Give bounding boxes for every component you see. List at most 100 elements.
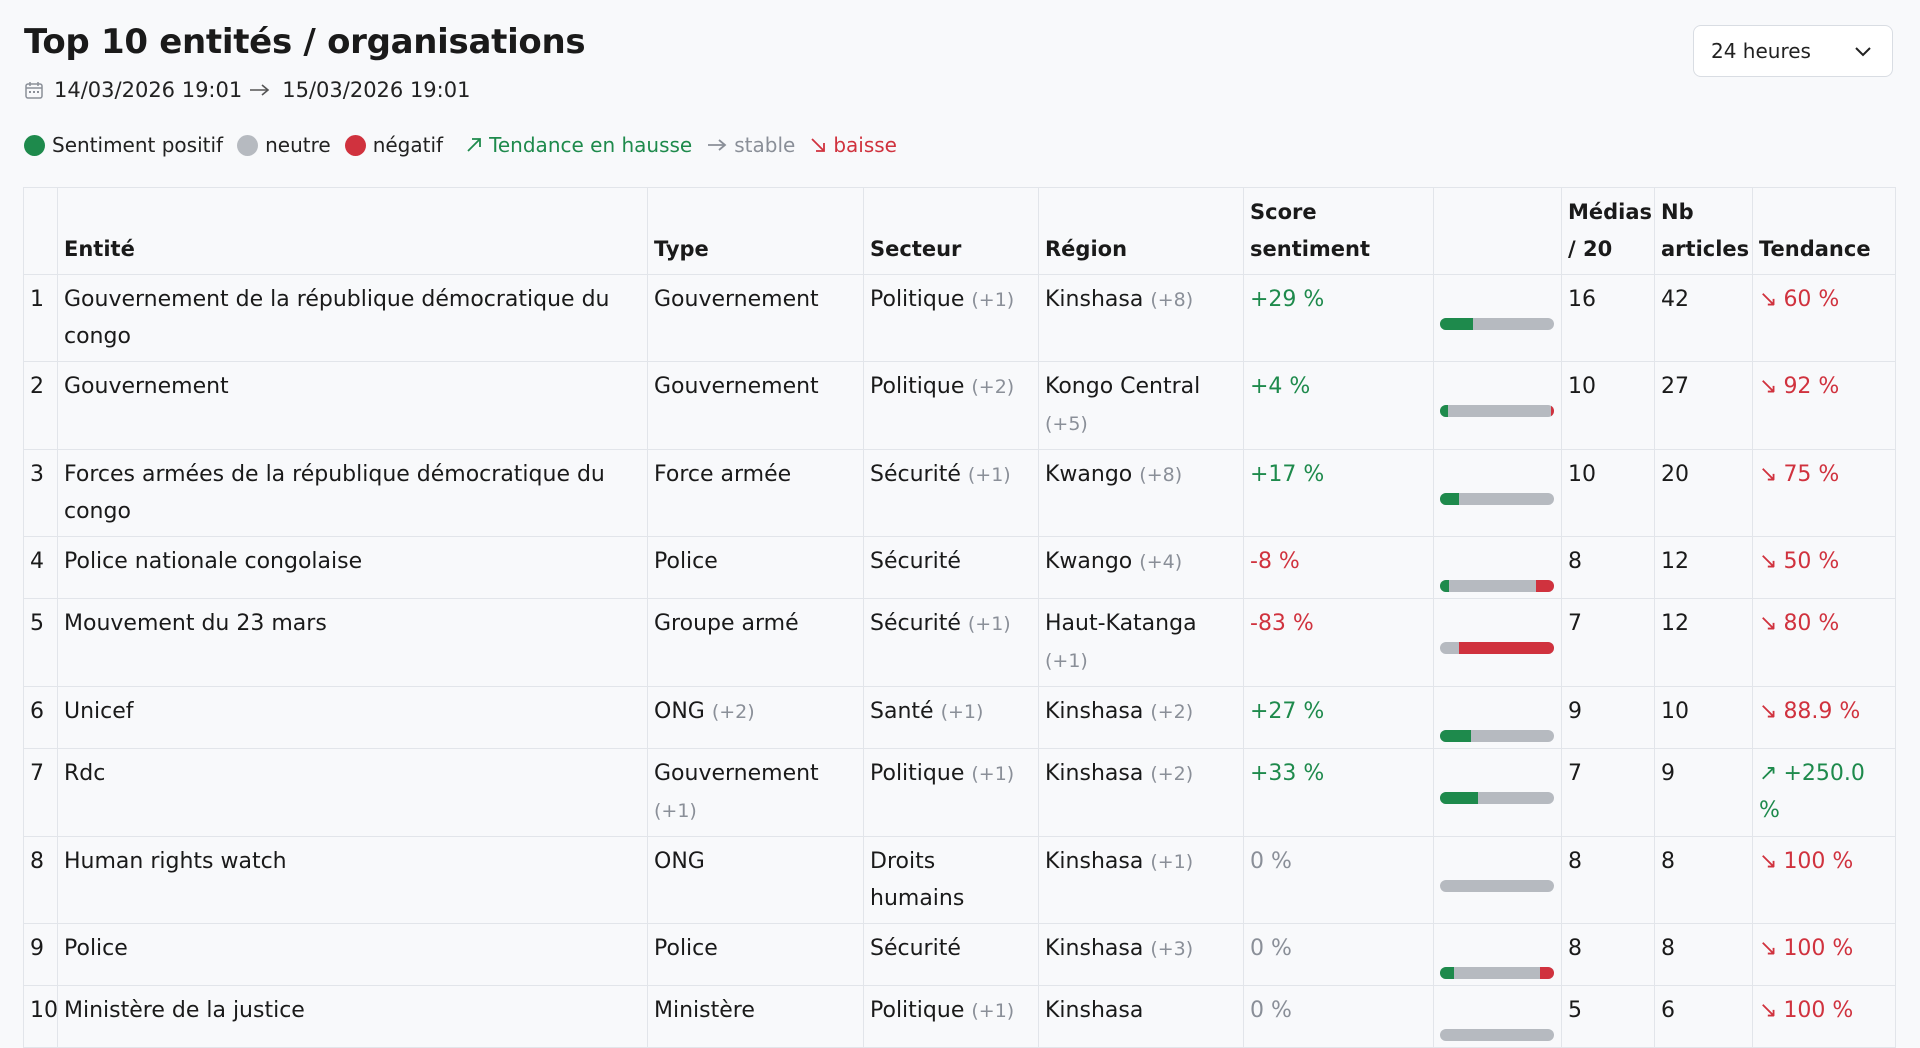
- trend-value: 80 %: [1783, 611, 1840, 636]
- type-cell: ONG: [647, 836, 864, 924]
- legend-positive: Sentiment positif: [24, 133, 223, 157]
- table-row[interactable]: 1 Gouvernement de la république démocrati…: [23, 274, 1896, 362]
- region-value: Kongo Central: [1045, 374, 1201, 399]
- trend-cell: ↘ 80 %: [1752, 598, 1896, 687]
- table-row[interactable]: 10 Ministère de la justice Ministère Politi…: [23, 985, 1896, 1048]
- sentiment-bar: [1440, 580, 1554, 592]
- trend-cell: ↘ 50 %: [1752, 536, 1896, 599]
- rank-cell: 9: [23, 923, 58, 986]
- table-row[interactable]: 7 Rdc Gouvernement (+1) Politique (+1) Kinsh…: [23, 748, 1896, 837]
- date-range: 14/03/2026 19:01 15/03/2026 19:01: [24, 78, 585, 102]
- region-cell: Kwango (+4): [1038, 536, 1244, 599]
- entity-cell[interactable]: Gouvernement: [57, 361, 648, 450]
- region-cell: Kinshasa (+1): [1038, 836, 1244, 924]
- entity-cell[interactable]: Human rights watch: [57, 836, 648, 924]
- extra-count: (+1): [1045, 650, 1088, 672]
- extra-count: (+1): [1150, 851, 1194, 873]
- rank-cell: 8: [23, 836, 58, 924]
- trend-value: 50 %: [1783, 549, 1840, 574]
- negative-share-fill: [1540, 967, 1554, 979]
- trend-value: 100 %: [1783, 849, 1854, 874]
- time-range-select[interactable]: 24 heures: [1693, 25, 1893, 77]
- entities-table: Entité Type Secteur Région Score sentime…: [23, 187, 1896, 1048]
- sentiment-bar: [1440, 642, 1554, 654]
- table-row[interactable]: 3 Forces armées de la république démocrat…: [23, 449, 1896, 537]
- positive-share-fill: [1440, 792, 1478, 804]
- sentiment-bar-cell: [1433, 361, 1562, 450]
- media-cell: 10: [1561, 361, 1655, 450]
- articles-cell: 10: [1654, 686, 1753, 749]
- articles-cell: 8: [1654, 923, 1753, 986]
- extra-count: (+8): [1150, 289, 1194, 311]
- type-cell: ONG (+2): [647, 686, 864, 749]
- sector-value: Sécurité: [870, 462, 961, 487]
- trend-cell: ↘ 100 %: [1752, 923, 1896, 986]
- articles-cell: 9: [1654, 748, 1753, 837]
- col-rank: [23, 187, 58, 275]
- table-row[interactable]: 4 Police nationale congolaise Police Sécuri…: [23, 536, 1896, 599]
- entity-cell[interactable]: Police nationale congolaise: [57, 536, 648, 599]
- sentiment-bar-cell: [1433, 836, 1562, 924]
- sentiment-bar-cell: [1433, 985, 1562, 1048]
- region-value: Kinshasa: [1045, 699, 1144, 724]
- entity-cell[interactable]: Ministère de la justice: [57, 985, 648, 1048]
- table-row[interactable]: 5 Mouvement du 23 mars Groupe armé Sécurité…: [23, 598, 1896, 687]
- sentiment-bar: [1440, 318, 1554, 330]
- sector-cell: Droits humains: [863, 836, 1039, 924]
- extra-count: (+8): [1139, 464, 1183, 486]
- neutral-dot-icon: [237, 134, 259, 156]
- score-cell: -8 %: [1243, 536, 1434, 599]
- trend-cell: ↘ 92 %: [1752, 361, 1896, 450]
- type-value: Gouvernement: [654, 374, 819, 399]
- rank-cell: 3: [23, 449, 58, 537]
- region-cell: Kinshasa (+8): [1038, 274, 1244, 362]
- table-header-row: Entité Type Secteur Région Score sentime…: [23, 187, 1896, 275]
- col-media: Médias / 20: [1561, 187, 1655, 275]
- score-cell: +17 %: [1243, 449, 1434, 537]
- type-value: Ministère: [654, 998, 755, 1023]
- col-region: Région: [1038, 187, 1244, 275]
- sentiment-bar-cell: [1433, 686, 1562, 749]
- entity-cell[interactable]: Mouvement du 23 mars: [57, 598, 648, 687]
- date-to: 15/03/2026 19:01: [282, 78, 471, 102]
- sector-cell: Sécurité (+1): [863, 449, 1039, 537]
- table-row[interactable]: 9 Police Police Sécurité Kinshasa (+3) 0 % 8 8 ↘…: [23, 923, 1896, 986]
- articles-cell: 20: [1654, 449, 1753, 537]
- type-value: Police: [654, 936, 718, 961]
- entity-cell[interactable]: Rdc: [57, 748, 648, 837]
- sector-value: Politique: [870, 998, 965, 1023]
- score-cell: +4 %: [1243, 361, 1434, 450]
- score-cell: 0 %: [1243, 836, 1434, 924]
- table-row[interactable]: 2 Gouvernement Gouvernement Politique (+2) K…: [23, 361, 1896, 450]
- trend-cell: ↘ 88.9 %: [1752, 686, 1896, 749]
- entity-cell[interactable]: Unicef: [57, 686, 648, 749]
- arrow-right-icon: [708, 139, 727, 151]
- page-title: Top 10 entités / organisations: [24, 22, 586, 62]
- table-row[interactable]: 8 Human rights watch ONG Droits humains Kins…: [23, 836, 1896, 924]
- score-cell: 0 %: [1243, 923, 1434, 986]
- region-value: Kwango: [1045, 462, 1133, 487]
- arrow-down-right-icon: [811, 138, 826, 152]
- entity-cell[interactable]: Police: [57, 923, 648, 986]
- negative-share-fill: [1550, 405, 1554, 417]
- entity-cell[interactable]: Forces armées de la république démocrati…: [57, 449, 648, 537]
- col-trend: Tendance: [1752, 187, 1896, 275]
- sector-value: Politique: [870, 761, 965, 786]
- region-cell: Kongo Central (+5): [1038, 361, 1244, 450]
- sector-value: Politique: [870, 374, 965, 399]
- extra-count: (+2): [1150, 701, 1194, 723]
- legend-neutral: neutre: [237, 133, 331, 157]
- col-type: Type: [647, 187, 864, 275]
- trend-down-icon: ↘: [1759, 699, 1778, 724]
- entity-cell[interactable]: Gouvernement de la république démocratiq…: [57, 274, 648, 362]
- extra-count: (+1): [971, 289, 1015, 311]
- sector-value: Sécurité: [870, 936, 961, 961]
- table-row[interactable]: 6 Unicef ONG (+2) Santé (+1) Kinshasa (+2) +2…: [23, 686, 1896, 749]
- region-value: Kinshasa: [1045, 287, 1144, 312]
- type-value: Gouvernement: [654, 287, 819, 312]
- articles-cell: 8: [1654, 836, 1753, 924]
- extra-count: (+1): [654, 800, 697, 822]
- trend-down-icon: ↘: [1759, 936, 1778, 961]
- legend-trend-down: baisse: [809, 133, 897, 157]
- media-cell: 7: [1561, 748, 1655, 837]
